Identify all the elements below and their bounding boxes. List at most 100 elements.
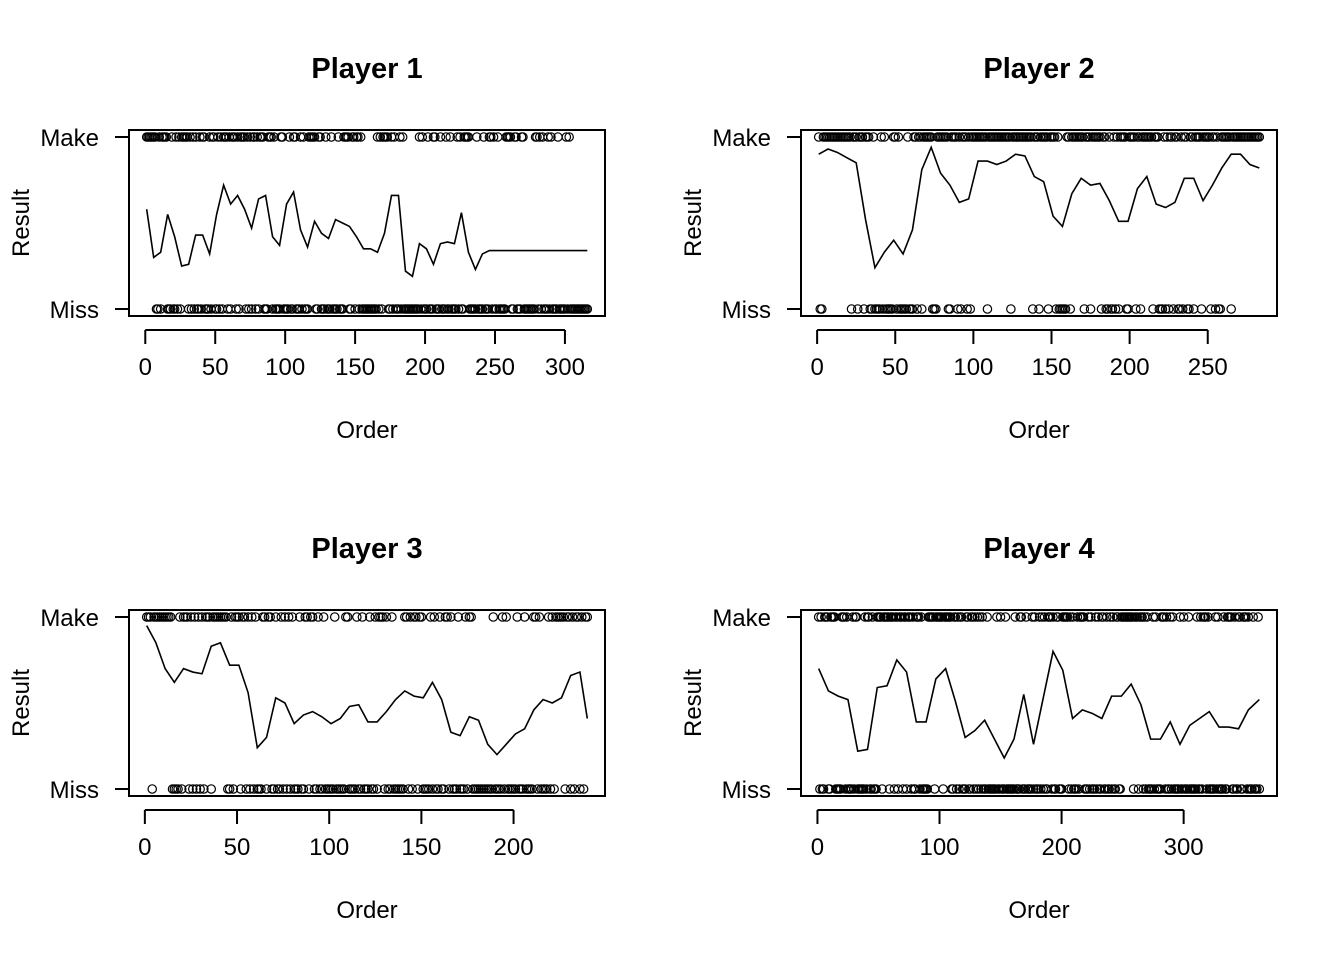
- outcome-point: [982, 304, 993, 314]
- outcome-point: [1078, 612, 1089, 622]
- outcome-point: [154, 132, 165, 142]
- outcome-point: [261, 784, 272, 794]
- outcome-point: [453, 304, 464, 314]
- outcome-point: [259, 612, 270, 622]
- outcome-point: [575, 784, 585, 794]
- outcome-point: [1064, 784, 1074, 794]
- outcome-point: [245, 132, 255, 142]
- outcome-point: [1029, 612, 1040, 622]
- outcome-point: [1226, 304, 1236, 314]
- xtick-label: 50: [882, 354, 909, 381]
- outcome-point: [1077, 132, 1088, 142]
- chart-panel-2: Player 2 Make Miss Result 0 50 100 150 200 250 Ord…: [680, 53, 1278, 444]
- outcome-point: [231, 304, 242, 314]
- outcome-point: [246, 304, 257, 314]
- outcome-point: [1010, 612, 1020, 622]
- outcome-point: [558, 612, 569, 622]
- outcome-point: [282, 784, 292, 794]
- outcome-point: [172, 304, 183, 314]
- x-axis-label: Order: [336, 417, 397, 444]
- outcome-point: [1243, 612, 1254, 622]
- outcome-point: [412, 784, 423, 794]
- outcome-point: [1195, 612, 1206, 622]
- y-axis-label: Result: [680, 669, 707, 737]
- outcome-point: [1177, 304, 1188, 314]
- outcome-point: [377, 612, 388, 622]
- outcome-point: [1062, 612, 1073, 622]
- outcome-point: [938, 784, 948, 794]
- outcome-point: [845, 132, 855, 142]
- outcome-point: [309, 132, 320, 142]
- xtick-label: 250: [475, 354, 515, 381]
- outcome-point: [1232, 784, 1243, 794]
- outcome-point: [329, 612, 340, 622]
- xtick-label: 250: [1188, 354, 1228, 381]
- outcome-point: [982, 612, 992, 622]
- outcome-point: [407, 784, 417, 794]
- outcome-point: [224, 784, 235, 794]
- outcome-point: [1253, 612, 1263, 622]
- outcome-point: [182, 612, 193, 622]
- outcome-point: [851, 132, 861, 142]
- y-axis-label: Result: [680, 189, 707, 257]
- xtick-label: 100: [919, 834, 959, 861]
- xtick-label: 150: [401, 834, 441, 861]
- outcome-point: [582, 612, 593, 622]
- ytick-make-label: Make: [712, 605, 771, 632]
- outcome-point: [497, 612, 508, 622]
- outcome-point: [244, 304, 254, 314]
- ytick-miss-label: Miss: [50, 297, 99, 324]
- outcome-point: [1183, 612, 1194, 622]
- outcome-point: [852, 304, 863, 314]
- outcome-point: [876, 132, 886, 142]
- outcome-point: [280, 612, 290, 622]
- outcome-point: [423, 132, 433, 142]
- outcome-point: [968, 784, 979, 794]
- plot-frame: [128, 609, 606, 797]
- outcome-point: [564, 132, 574, 142]
- outcome-point: [1213, 612, 1223, 622]
- outcome-point: [276, 612, 287, 622]
- outcome-point: [962, 304, 972, 314]
- outcome-point: [532, 784, 543, 794]
- xtick-label: 200: [494, 834, 534, 861]
- outcome-point: [817, 304, 827, 314]
- outcome-point: [1027, 304, 1038, 314]
- outcome-point: [1045, 612, 1056, 622]
- outcome-point: [954, 784, 964, 794]
- outcome-point: [165, 304, 176, 314]
- chart-panel-3: Player 3 Make Miss Result 0 50 100 150 200 Order: [8, 533, 606, 924]
- outcome-point: [342, 612, 353, 622]
- outcome-point: [1178, 612, 1189, 622]
- outcome-point: [977, 612, 988, 622]
- outcome-point: [193, 612, 204, 622]
- outcome-point: [398, 784, 408, 794]
- outcome-point: [153, 304, 163, 314]
- outcome-point: [1101, 612, 1112, 622]
- outcome-point: [915, 784, 925, 794]
- outcome-point: [512, 612, 523, 622]
- outcome-point: [425, 612, 436, 622]
- outcome-point: [547, 612, 558, 622]
- xtick-label: 0: [138, 834, 151, 861]
- ytick-miss-label: Miss: [50, 777, 99, 804]
- outcome-point: [1168, 304, 1179, 314]
- outcome-point: [285, 784, 296, 794]
- outcome-point: [1128, 784, 1139, 794]
- outcome-point: [1152, 132, 1163, 142]
- outcome-point: [866, 784, 876, 794]
- outcome-point: [970, 612, 980, 622]
- outcome-point: [189, 304, 200, 314]
- outcome-point: [1082, 784, 1093, 794]
- outcome-point: [952, 304, 963, 314]
- outcome-point: [423, 784, 434, 794]
- outcome-point: [1072, 612, 1083, 622]
- outcome-point: [972, 612, 983, 622]
- outcome-point: [453, 612, 464, 622]
- outcome-point: [385, 784, 395, 794]
- outcome-point: [973, 784, 984, 794]
- outcome-point: [508, 304, 518, 314]
- xtick-label: 300: [545, 354, 585, 381]
- outcome-point: [965, 304, 976, 314]
- xtick-label: 300: [1164, 834, 1204, 861]
